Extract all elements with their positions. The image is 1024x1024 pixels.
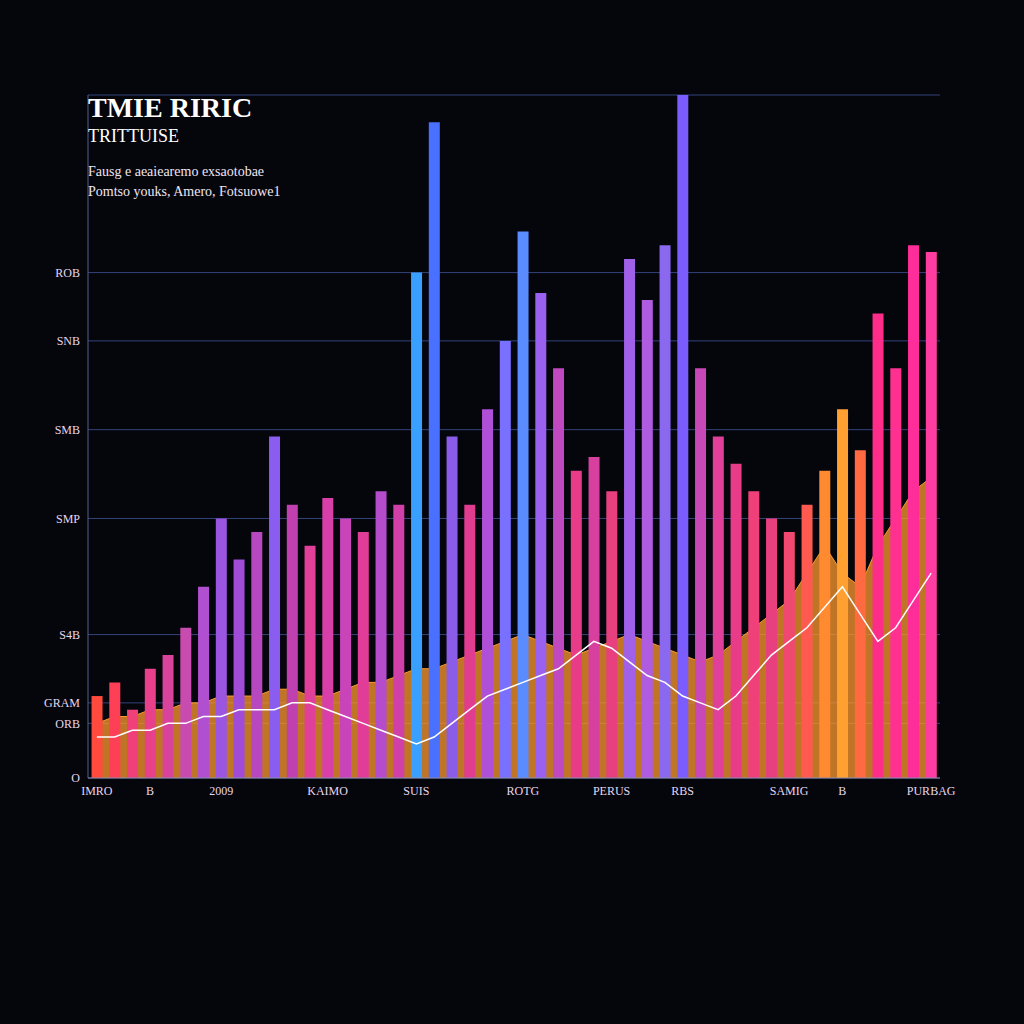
svg-text:SNB: SNB — [57, 334, 80, 348]
svg-text:IMRO: IMRO — [81, 784, 113, 798]
svg-text:SUIS: SUIS — [403, 784, 429, 798]
svg-text:ROB: ROB — [55, 266, 80, 280]
svg-text:S4B: S4B — [59, 628, 80, 642]
svg-text:PERUS: PERUS — [593, 784, 630, 798]
svg-text:B: B — [838, 784, 846, 798]
svg-text:SAMIG: SAMIG — [770, 784, 809, 798]
svg-text:ORB: ORB — [55, 717, 80, 731]
html-text:Fausg e aeaiearemo exsaotobae: Fausg e aeaiearemo exsaotobae — [88, 164, 265, 179]
svg-text:KAIMO: KAIMO — [307, 784, 348, 798]
html-text:Pomtso youks, Amero, Fotsuowe1: Pomtso youks, Amero, Fotsuowe1 — [88, 184, 281, 199]
svg-text:2009: 2009 — [209, 784, 233, 798]
svg-text:SMB: SMB — [55, 423, 80, 437]
svg-text:B: B — [146, 784, 154, 798]
svg-text:PURBAG: PURBAG — [907, 784, 956, 798]
svg-text:ROTG: ROTG — [507, 784, 540, 798]
svg-text:RBS: RBS — [671, 784, 694, 798]
html-text:TRITTUISE: TRITTUISE — [88, 126, 179, 146]
svg-text:GRAM: GRAM — [44, 696, 80, 710]
svg-text:SMP: SMP — [56, 512, 80, 526]
html-text:TMIE RIRIC: TMIE RIRIC — [88, 92, 253, 123]
svg-text:O: O — [71, 771, 80, 785]
